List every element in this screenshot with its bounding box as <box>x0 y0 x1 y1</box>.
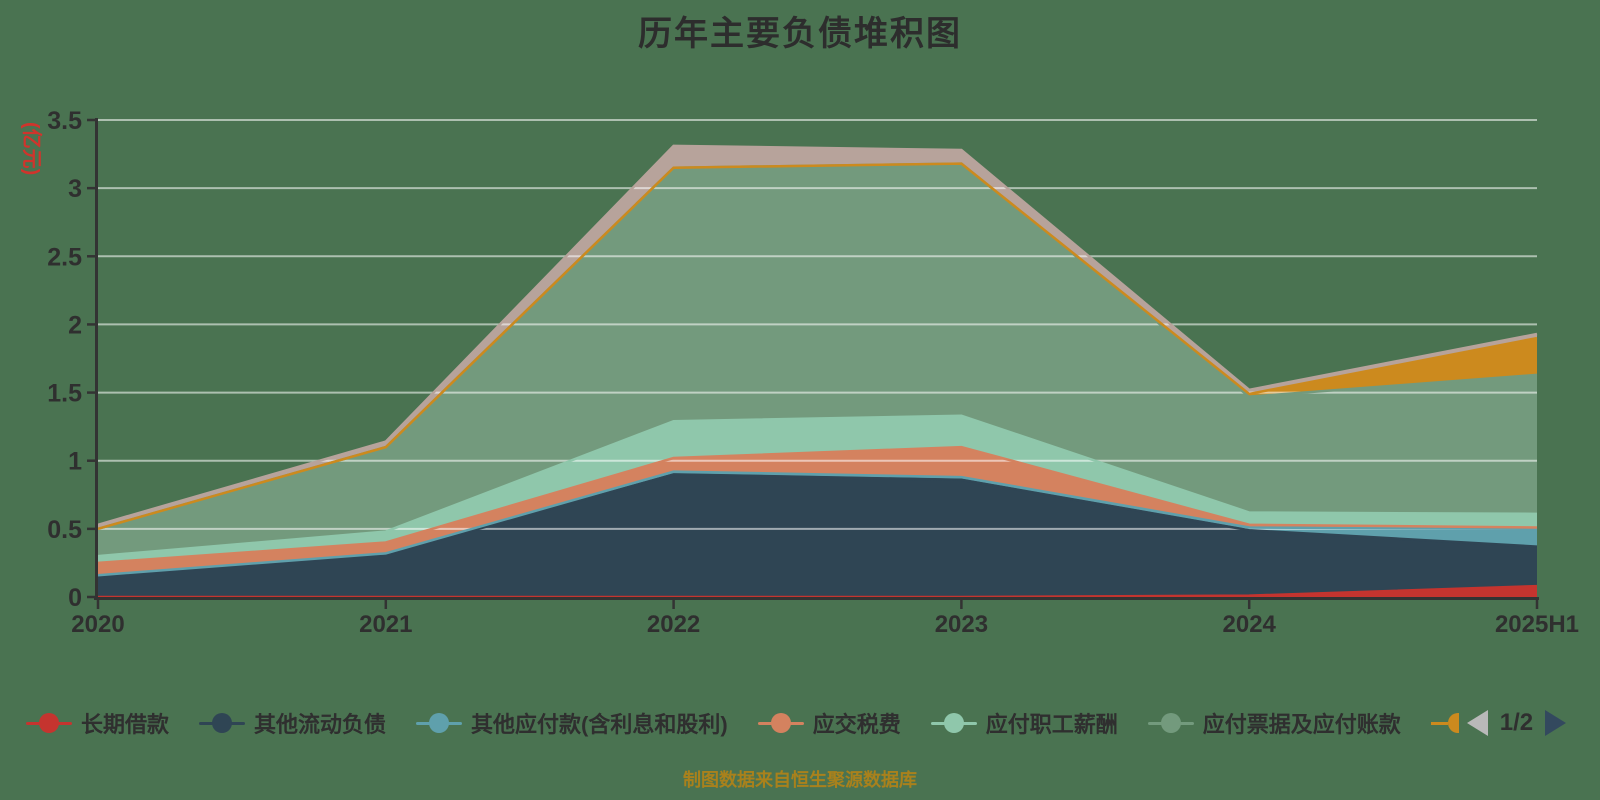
legend-item-1[interactable]: 长期借款 <box>26 707 169 739</box>
legend-line-dot-icon <box>1147 710 1194 736</box>
legend-line-dot-icon <box>199 710 246 736</box>
legend-label: 长期借款 <box>81 712 170 737</box>
legend-line-dot-icon <box>26 710 72 736</box>
x-tick-label: 2025H1 <box>1495 611 1579 638</box>
area-series-s6[interactable] <box>98 163 1537 557</box>
line-series-s5 <box>97 414 1538 558</box>
legend-line-dot-icon <box>930 710 977 736</box>
y-tick-label: 1.5 <box>47 380 82 408</box>
x-tick-label: 2021 <box>359 611 412 638</box>
y-tick-label: 2.5 <box>47 243 82 271</box>
legend-line-dot-icon <box>416 710 463 736</box>
x-tick-label: 2023 <box>935 611 988 638</box>
area-series-s5[interactable] <box>98 415 1537 563</box>
legend-label: 其他应付款(含利息和股利) <box>471 712 728 737</box>
y-tick-label: 0 <box>68 584 82 612</box>
legend-prev-page-arrow-icon[interactable] <box>1466 710 1488 736</box>
y-tick-label: 3.5 <box>47 107 82 135</box>
legend-line-dot-icon <box>757 710 804 736</box>
legend-pager: 1/2 <box>1466 709 1567 737</box>
legend-bar: 长期借款 其他流动负债 其他应付款(含利息和股利) 应交税费 应付职工薪酬 应付票据及应付… <box>0 700 1600 746</box>
x-tick-label: 2022 <box>647 611 700 638</box>
legend-page-indicator: 1/2 <box>1499 709 1534 736</box>
stacked-area-chart-canvas[interactable]: 0 0.5 1 1.5 2 2.5 3 3.5 2020 2021 2022 2023 2024 2025… <box>0 0 1600 690</box>
area-series-s2[interactable] <box>98 474 1537 597</box>
y-tick-label: 3 <box>68 175 82 203</box>
legend-items: 长期借款 其他流动负债 其他应付款(含利息和股利) 应交税费 应付职工薪酬 应付票据及应付… <box>0 707 1459 739</box>
line-series-s8-hidden-legend-page2 <box>97 144 1538 526</box>
legend-item-4[interactable]: 应交税费 <box>757 707 901 739</box>
data-source-caption: 制图数据来自恒生聚源数据库 <box>683 770 917 790</box>
line-series-s4 <box>97 445 1538 565</box>
y-tick-label: 1 <box>68 448 82 476</box>
legend-next-page-arrow-icon[interactable] <box>1545 710 1567 736</box>
legend-label: 应付职工薪酬 <box>985 712 1118 737</box>
x-tick-label: 2020 <box>71 611 124 638</box>
legend-label: 应交税费 <box>812 712 901 737</box>
line-series-s2 <box>97 473 1538 578</box>
chart-title: 历年主要负债堆积图 <box>638 15 962 53</box>
legend-item-6[interactable]: 应付票据及应付账款 <box>1147 707 1401 739</box>
x-tick-label: 2024 <box>1223 611 1277 638</box>
legend-label: 其他流动负债 <box>254 712 387 737</box>
legend-item-7-clipped-marker-icon[interactable] <box>1430 710 1459 736</box>
legend-item-5[interactable]: 应付职工薪酬 <box>930 707 1118 739</box>
legend-item-2[interactable]: 其他流动负债 <box>199 707 386 739</box>
y-tick-label: 0.5 <box>47 516 82 544</box>
legend-item-3[interactable]: 其他应付款(含利息和股利) <box>416 707 728 739</box>
line-series-s3 <box>97 470 1538 577</box>
y-tick-label: 2 <box>68 311 82 339</box>
line-series-s7-hidden-legend-page2 <box>97 162 1538 531</box>
legend-label: 应付票据及应付账款 <box>1202 712 1401 737</box>
area-series-s1[interactable] <box>98 586 1537 597</box>
area-series-s4[interactable] <box>98 447 1537 576</box>
